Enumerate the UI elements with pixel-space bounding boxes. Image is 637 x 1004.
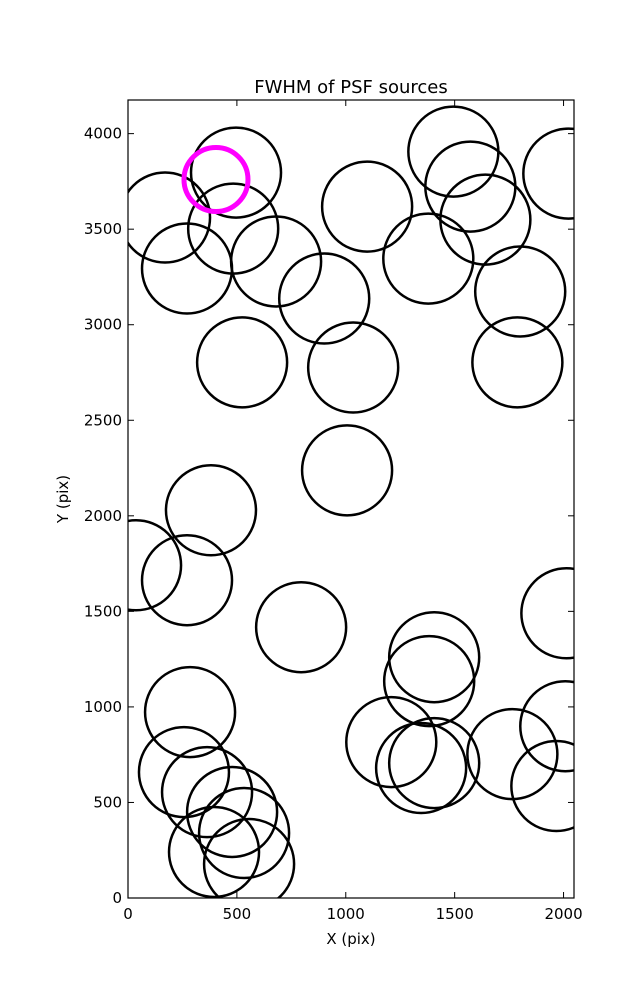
y-axis-label: Y (pix) [54,475,72,524]
y-tick-label: 500 [93,793,122,811]
source-circle [229,215,323,308]
source-circle [164,464,258,557]
source-circle [387,716,481,810]
source-circle [345,695,438,789]
source-circle [185,765,279,859]
source-circle [382,634,476,728]
source-circle [197,786,291,880]
y-tick-label: 1000 [84,698,122,716]
x-axis-label: X (pix) [326,930,375,948]
source-circle [143,665,237,759]
source-circle [181,144,251,214]
source-circle [374,721,468,815]
x-tick-label: 1500 [436,905,474,923]
source-circle [510,739,574,833]
y-tick-label: 1500 [84,602,122,620]
source-circle [522,127,574,220]
source-circle [254,580,348,674]
y-tick-label: 0 [112,889,122,907]
x-tick-label: 1000 [327,905,365,923]
source-circle [167,805,261,898]
x-tick-label: 2000 [544,905,582,923]
source-circle [320,160,414,253]
y-tick-label: 3000 [84,316,122,334]
y-tick-label: 2500 [84,411,122,429]
source-circle [189,126,283,219]
source-circle [277,252,371,345]
y-tick-label: 4000 [84,125,122,143]
source-circle [128,519,183,612]
source-circle [160,745,254,839]
source-circle [128,171,212,264]
y-tick-label: 2000 [84,507,122,525]
chart-title: FWHM of PSF sources [254,77,448,98]
source-circle [300,424,394,517]
source-circle [519,679,574,773]
source-circle [140,533,234,627]
x-tick-label: 0 [123,905,133,923]
source-circle [202,817,296,898]
x-tick-label: 500 [223,905,252,923]
source-circle [520,567,574,660]
source-circle [387,610,481,704]
plot-area [128,105,574,898]
source-circle [195,316,289,409]
source-circle [471,316,564,409]
source-circle [382,212,475,305]
source-circle [473,245,567,338]
source-circle [306,321,400,414]
y-tick-label: 3500 [84,220,122,238]
axes-frame [127,99,575,899]
